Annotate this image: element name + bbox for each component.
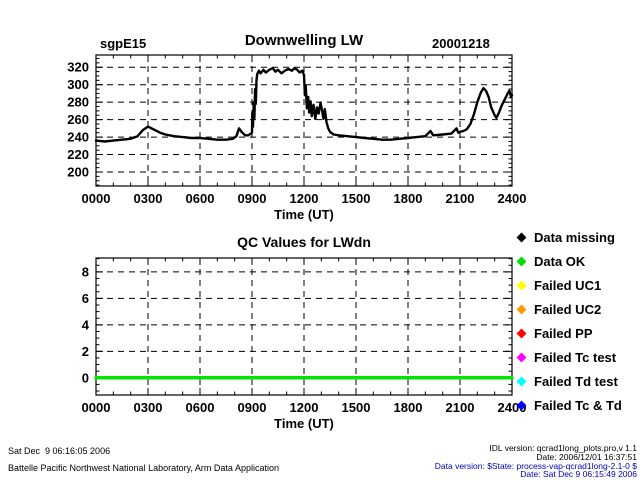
footer-creation-date: Sat Dec 9 06:16:05 2006 <box>8 446 111 456</box>
header-date: 20001218 <box>432 36 490 51</box>
legend-item-failed-tc-test: Failed Tc test <box>516 345 622 369</box>
legend-item-failed-tc-td: Failed Tc & Td <box>516 393 622 417</box>
axis-tick-label: 2 <box>82 344 89 359</box>
axis-tick-label: 8 <box>82 264 89 279</box>
axis-tick-label: 1500 <box>342 191 371 206</box>
axis-tick-label: 0000 <box>82 191 111 206</box>
footer-version-info: IDL version: qcrad1long_plots.pro,v 1.1 D… <box>435 444 637 479</box>
legend-item-label: Failed PP <box>534 325 593 341</box>
axis-tick-label: 1800 <box>394 400 423 415</box>
axis-tick-label: 0900 <box>238 191 267 206</box>
diamond-marker-icon <box>516 328 527 338</box>
legend-item-data-ok: Data OK <box>516 249 622 273</box>
axis-tick-label: 0300 <box>134 400 163 415</box>
axis-tick-label: 1500 <box>342 400 371 415</box>
axis-tick-label: 300 <box>67 77 89 92</box>
axis-tick-label: 320 <box>67 60 89 75</box>
axis-tick-label: 260 <box>67 112 89 127</box>
diamond-marker-icon <box>516 232 527 242</box>
legend-item-label: Failed Tc & Td <box>534 397 622 413</box>
footer-version-line-1: IDL version: qcrad1long_plots.pro,v 1.1 <box>489 443 637 453</box>
footer-version-line-4: Date: Sat Dec 9 06:15:49 2006 <box>520 469 637 480</box>
diamond-marker-icon <box>516 352 527 362</box>
legend-item-failed-uc1: Failed UC1 <box>516 273 622 297</box>
legend-item-failed-td-test: Failed Td test <box>516 369 622 393</box>
diamond-marker-icon <box>516 400 527 410</box>
axis-tick-label: 200 <box>67 165 89 180</box>
legend-item-label: Data missing <box>534 229 615 245</box>
footer-lab-credit: Battelle Pacific Northwest National Labo… <box>8 463 279 473</box>
axis-tick-label: 0600 <box>186 191 215 206</box>
axis-tick-label: 280 <box>67 95 89 110</box>
diamond-marker-icon <box>516 280 527 290</box>
axis-tick-label: 1200 <box>290 400 319 415</box>
legend-item-label: Failed UC2 <box>534 301 602 317</box>
legend-item-failed-uc2: Failed UC2 <box>516 297 622 321</box>
axis-tick-label: 0300 <box>134 191 163 206</box>
axis-tick-label: 2100 <box>446 191 475 206</box>
footer-version-line-2: Date: 2006/12/01 16:37:51 <box>536 451 637 462</box>
axis-tick-label: 1800 <box>394 191 423 206</box>
axis-tick-label: 0900 <box>238 400 267 415</box>
chart1-title: Downwelling LW <box>244 32 364 49</box>
legend-item-label: Failed Tc test <box>534 349 617 365</box>
axis-tick-label: 240 <box>67 130 89 145</box>
axis-tick-label: Time (UT) <box>274 416 334 431</box>
diamond-marker-icon <box>516 304 527 314</box>
legend-item-label: Failed UC1 <box>534 277 602 293</box>
legend: Data missing Data OK Failed UC1 Failed UC2 F… <box>516 225 622 417</box>
axis-tick-label: 2100 <box>446 400 475 415</box>
site-label: sgpE15 <box>100 36 147 51</box>
axis-tick-label: 0 <box>82 370 89 385</box>
legend-item-data-missing: Data missing <box>516 225 622 249</box>
axis-tick-label: 6 <box>82 291 89 306</box>
diamond-marker-icon <box>516 376 527 386</box>
legend-item-failed-pp: Failed PP <box>516 321 622 345</box>
axis-tick-label: 0600 <box>186 400 215 415</box>
axis-tick-label: 4 <box>82 317 90 332</box>
legend-item-label: Failed Td test <box>534 373 618 389</box>
chart2-title: QC Values for LWdn <box>237 234 371 250</box>
diamond-marker-icon <box>516 256 527 266</box>
axis-tick-label: 0000 <box>82 400 111 415</box>
legend-item-label: Data OK <box>534 253 586 269</box>
axis-tick-label: 220 <box>67 147 89 162</box>
axis-tick-label: 2400 <box>498 191 527 206</box>
axis-tick-label: Time (UT) <box>274 207 334 222</box>
axis-tick-label: 1200 <box>290 191 319 206</box>
footer-version-line-3: Data version: $State: process-vap-qcrad1… <box>434 460 637 471</box>
chart-qc-values-for-lwdn: 0000 0300 0600 0900 1200 1500 1800 2100 24000246… <box>82 257 526 431</box>
series-lwdn <box>94 66 514 143</box>
chart-downwelling-lw: 0000 0300 0600 0900 1200 1500 1800 2100 2400 200 2… <box>67 54 527 222</box>
